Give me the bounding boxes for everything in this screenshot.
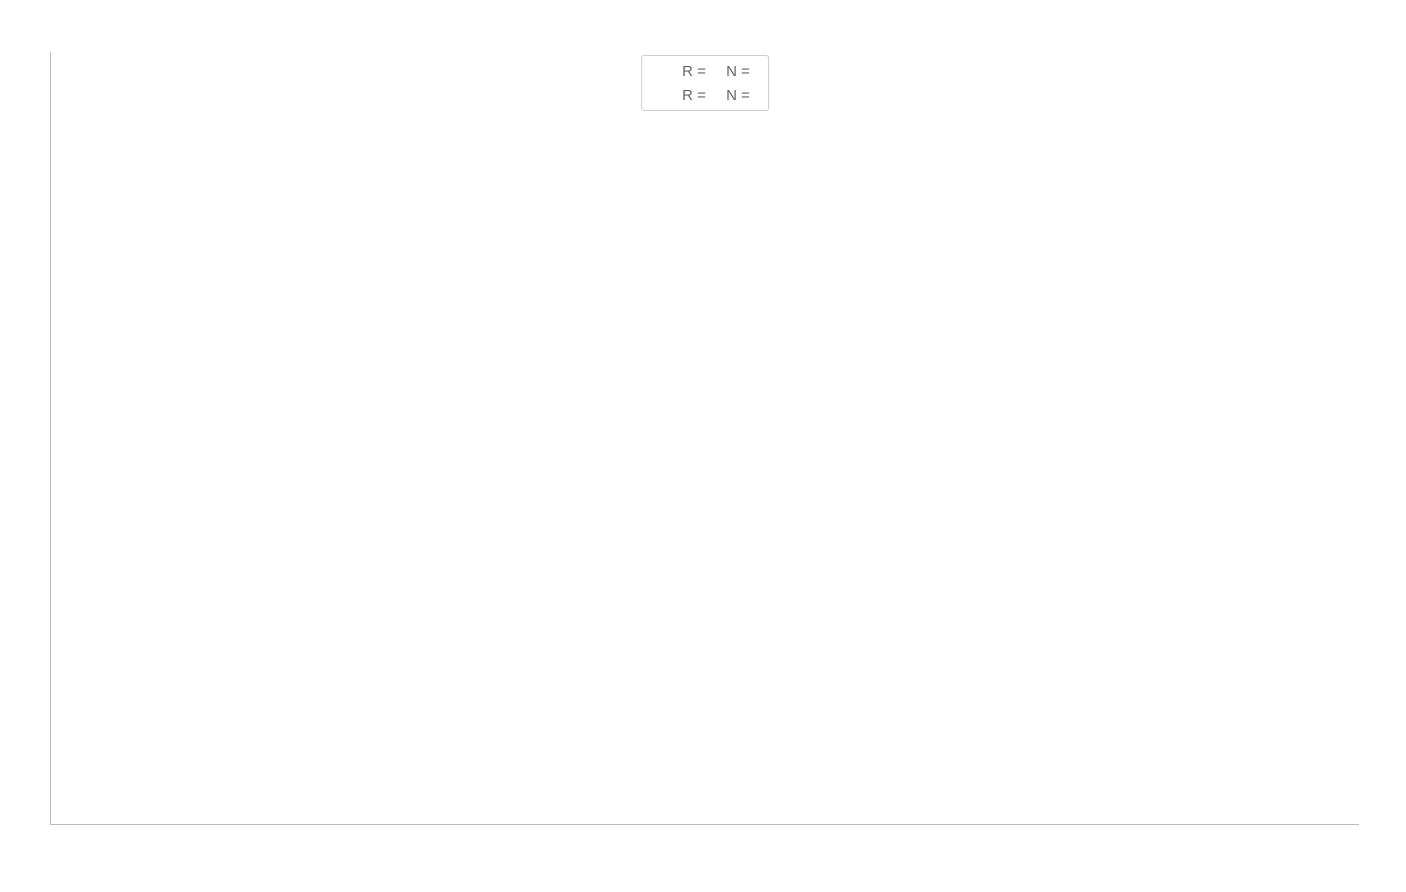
stats-legend-row: R = N = xyxy=(652,60,758,82)
stats-legend: R = N = R = N = xyxy=(641,55,769,111)
swatch-spanish xyxy=(652,84,674,106)
stats-legend-row: R = N = xyxy=(652,84,758,106)
series-legend xyxy=(669,842,741,860)
stat-label: R = xyxy=(682,87,706,104)
stat-label: N = xyxy=(722,87,750,104)
legend-item-cubans xyxy=(669,842,693,860)
plot-area: R = N = R = N = xyxy=(50,52,1359,825)
stat-label: R = xyxy=(682,63,706,80)
legend-item-spanish xyxy=(717,842,741,860)
swatch-cubans xyxy=(652,60,674,82)
swatch-spanish-icon xyxy=(717,842,735,860)
swatch-cubans-icon xyxy=(669,842,687,860)
scatter-svg xyxy=(51,52,1359,824)
stat-label: N = xyxy=(722,63,750,80)
